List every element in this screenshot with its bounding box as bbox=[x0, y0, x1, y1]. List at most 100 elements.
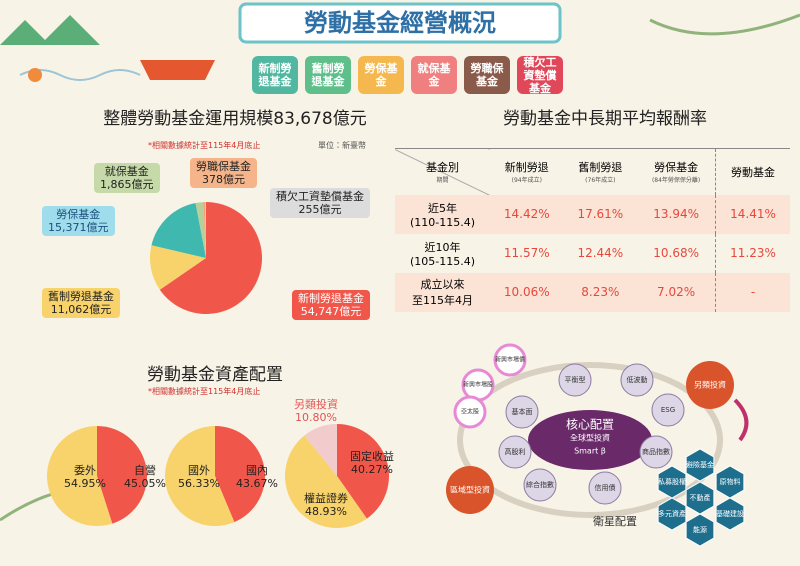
factor-text: 平衡型 bbox=[565, 375, 586, 384]
fund-tab: 勞保基金 bbox=[358, 56, 404, 94]
slice-value: 56.33% bbox=[178, 477, 220, 490]
slice-name: 積欠工資墊償基金 bbox=[276, 190, 364, 203]
cell-text: 7.02% bbox=[657, 285, 696, 299]
alternative-text: 能源 bbox=[693, 525, 707, 534]
core-text: Smart β bbox=[574, 447, 606, 456]
table-cell: 10.68% bbox=[637, 234, 715, 273]
regional-text: 新興市場股 bbox=[463, 381, 493, 389]
slice-name: 另類投資 bbox=[294, 398, 338, 411]
table-cell: 成立以來 至115年4月 bbox=[395, 273, 490, 312]
cell-text: 13.94% bbox=[653, 207, 699, 221]
cell-text: 近10年 bbox=[424, 240, 461, 254]
slice-value: 43.67% bbox=[236, 477, 278, 490]
slice-value: 10.80% bbox=[295, 411, 337, 424]
pie-slice bbox=[337, 424, 389, 519]
slice-value: 255億元 bbox=[298, 203, 342, 216]
returns-table: 基金別 期間 新制勞退 (94年成立) 舊制勞退 (76年成立) 勞保基金 (84年勞保保分離… bbox=[395, 148, 790, 312]
decor-sun bbox=[28, 68, 42, 82]
arrow bbox=[733, 398, 749, 442]
slice-label: 積欠工資墊償基金 255億元 bbox=[270, 188, 370, 218]
table-cell: 17.61% bbox=[564, 195, 638, 234]
factor-node bbox=[523, 468, 557, 502]
pie-slice bbox=[195, 202, 206, 258]
cell-text: (110-115.4) bbox=[409, 215, 476, 229]
slice-label: 國內 43.67% bbox=[230, 462, 284, 492]
overview-unit: 單位：新臺幣 bbox=[318, 141, 366, 150]
regional-node bbox=[493, 343, 527, 377]
slice-label: 權益證券 48.93% bbox=[298, 490, 354, 520]
regional-text: 新興市場債 bbox=[495, 356, 525, 364]
page-title: 勞動基金經營概況 bbox=[304, 9, 496, 37]
overview-title: 整體勞動基金運用規模83,678億元 bbox=[103, 109, 367, 129]
alternative-text: 避險基金 bbox=[686, 460, 714, 469]
alternative-text: 不動產 bbox=[690, 493, 711, 502]
pie-slice bbox=[215, 426, 265, 523]
cell-text: 基金別 bbox=[426, 161, 459, 175]
regional-text: 亞太股 bbox=[461, 408, 479, 416]
factor-node bbox=[639, 435, 673, 469]
slice-name: 勞職保基金 bbox=[196, 160, 251, 173]
regional-hub bbox=[446, 466, 494, 514]
slice-label: 自營 45.05% bbox=[118, 462, 172, 492]
fund-tab: 積欠工資墊償基金 bbox=[517, 56, 563, 95]
table-cell: 基金別 期間 bbox=[395, 148, 490, 195]
core-text: 核心配置 bbox=[566, 418, 614, 432]
table-cell: 14.41% bbox=[715, 194, 790, 234]
alternative-text: 原物料 bbox=[720, 477, 741, 486]
pie-slice bbox=[159, 202, 262, 314]
table-cell: 14.42% bbox=[490, 195, 564, 234]
alternative-hex bbox=[685, 513, 715, 547]
fund-tab: 舊制勞退基金 bbox=[305, 56, 351, 94]
table-cell: 10.06% bbox=[490, 273, 564, 312]
slice-value: 54.95% bbox=[64, 477, 106, 490]
slice-name: 委外 bbox=[73, 464, 96, 477]
cell-text: 成立以來 bbox=[420, 278, 465, 291]
cell-text: (76年成立) bbox=[585, 177, 616, 185]
slice-value: 378億元 bbox=[202, 173, 245, 186]
table-cell: - bbox=[715, 272, 790, 312]
alternative-hex bbox=[657, 497, 687, 531]
table-cell: 近10年 (105-115.4) bbox=[395, 234, 490, 273]
factor-text: 低波動 bbox=[627, 375, 648, 384]
returns-title: 勞動基金中長期平均報酬率 bbox=[503, 109, 707, 129]
table-cell: 11.23% bbox=[715, 233, 790, 273]
decor-wave bbox=[19, 69, 141, 81]
slice-label: 就保基金 1,865億元 bbox=[94, 163, 160, 193]
core-text: 全球型投資 bbox=[570, 433, 610, 443]
pie-slice bbox=[203, 202, 206, 258]
slice-value: 54,747億元 bbox=[300, 305, 362, 318]
slice-name: 國內 bbox=[245, 464, 268, 477]
cell-text: (105-115.4) bbox=[409, 254, 476, 268]
factor-node bbox=[558, 363, 592, 397]
title-banner bbox=[238, 2, 562, 44]
slice-label: 新制勞退基金 54,747億元 bbox=[292, 290, 370, 320]
pie-slice bbox=[150, 245, 206, 290]
allocation-title: 勞動基金資產配置 bbox=[147, 365, 283, 385]
slice-label: 固定收益 40.27% bbox=[344, 448, 400, 478]
factor-node bbox=[505, 395, 539, 429]
alternative-text: 基礎建設 bbox=[716, 509, 744, 518]
pie-slice bbox=[304, 424, 337, 476]
cell-text: (84年勞保保分離) bbox=[651, 177, 701, 185]
fund-tab: 勞職保基金 bbox=[464, 56, 510, 94]
slice-name: 自營 bbox=[133, 464, 156, 477]
pie-slice bbox=[285, 435, 367, 528]
slice-value: 11,062億元 bbox=[50, 303, 112, 316]
cell-text: 新制勞退 bbox=[504, 161, 549, 175]
table-cell: 13.94% bbox=[637, 195, 715, 234]
factor-node bbox=[620, 363, 654, 397]
table-cell: 11.57% bbox=[490, 234, 564, 273]
alternative-hex bbox=[715, 497, 745, 531]
decor-boat bbox=[140, 60, 215, 80]
slice-label: 另類投資 10.80% bbox=[288, 396, 344, 426]
fund-tab: 新制勞退基金 bbox=[252, 56, 298, 94]
cell-text: 10.06% bbox=[503, 285, 550, 299]
cell-text: 14.42% bbox=[503, 207, 550, 221]
cell-text: 期間 bbox=[436, 177, 449, 185]
slice-value: 1,865億元 bbox=[100, 178, 154, 191]
slice-name: 勞保基金 bbox=[56, 208, 101, 221]
orbit bbox=[457, 362, 723, 518]
cell-text: 近5年 bbox=[428, 201, 457, 215]
slice-value: 40.27% bbox=[351, 463, 393, 476]
alternative-hub bbox=[686, 361, 734, 409]
